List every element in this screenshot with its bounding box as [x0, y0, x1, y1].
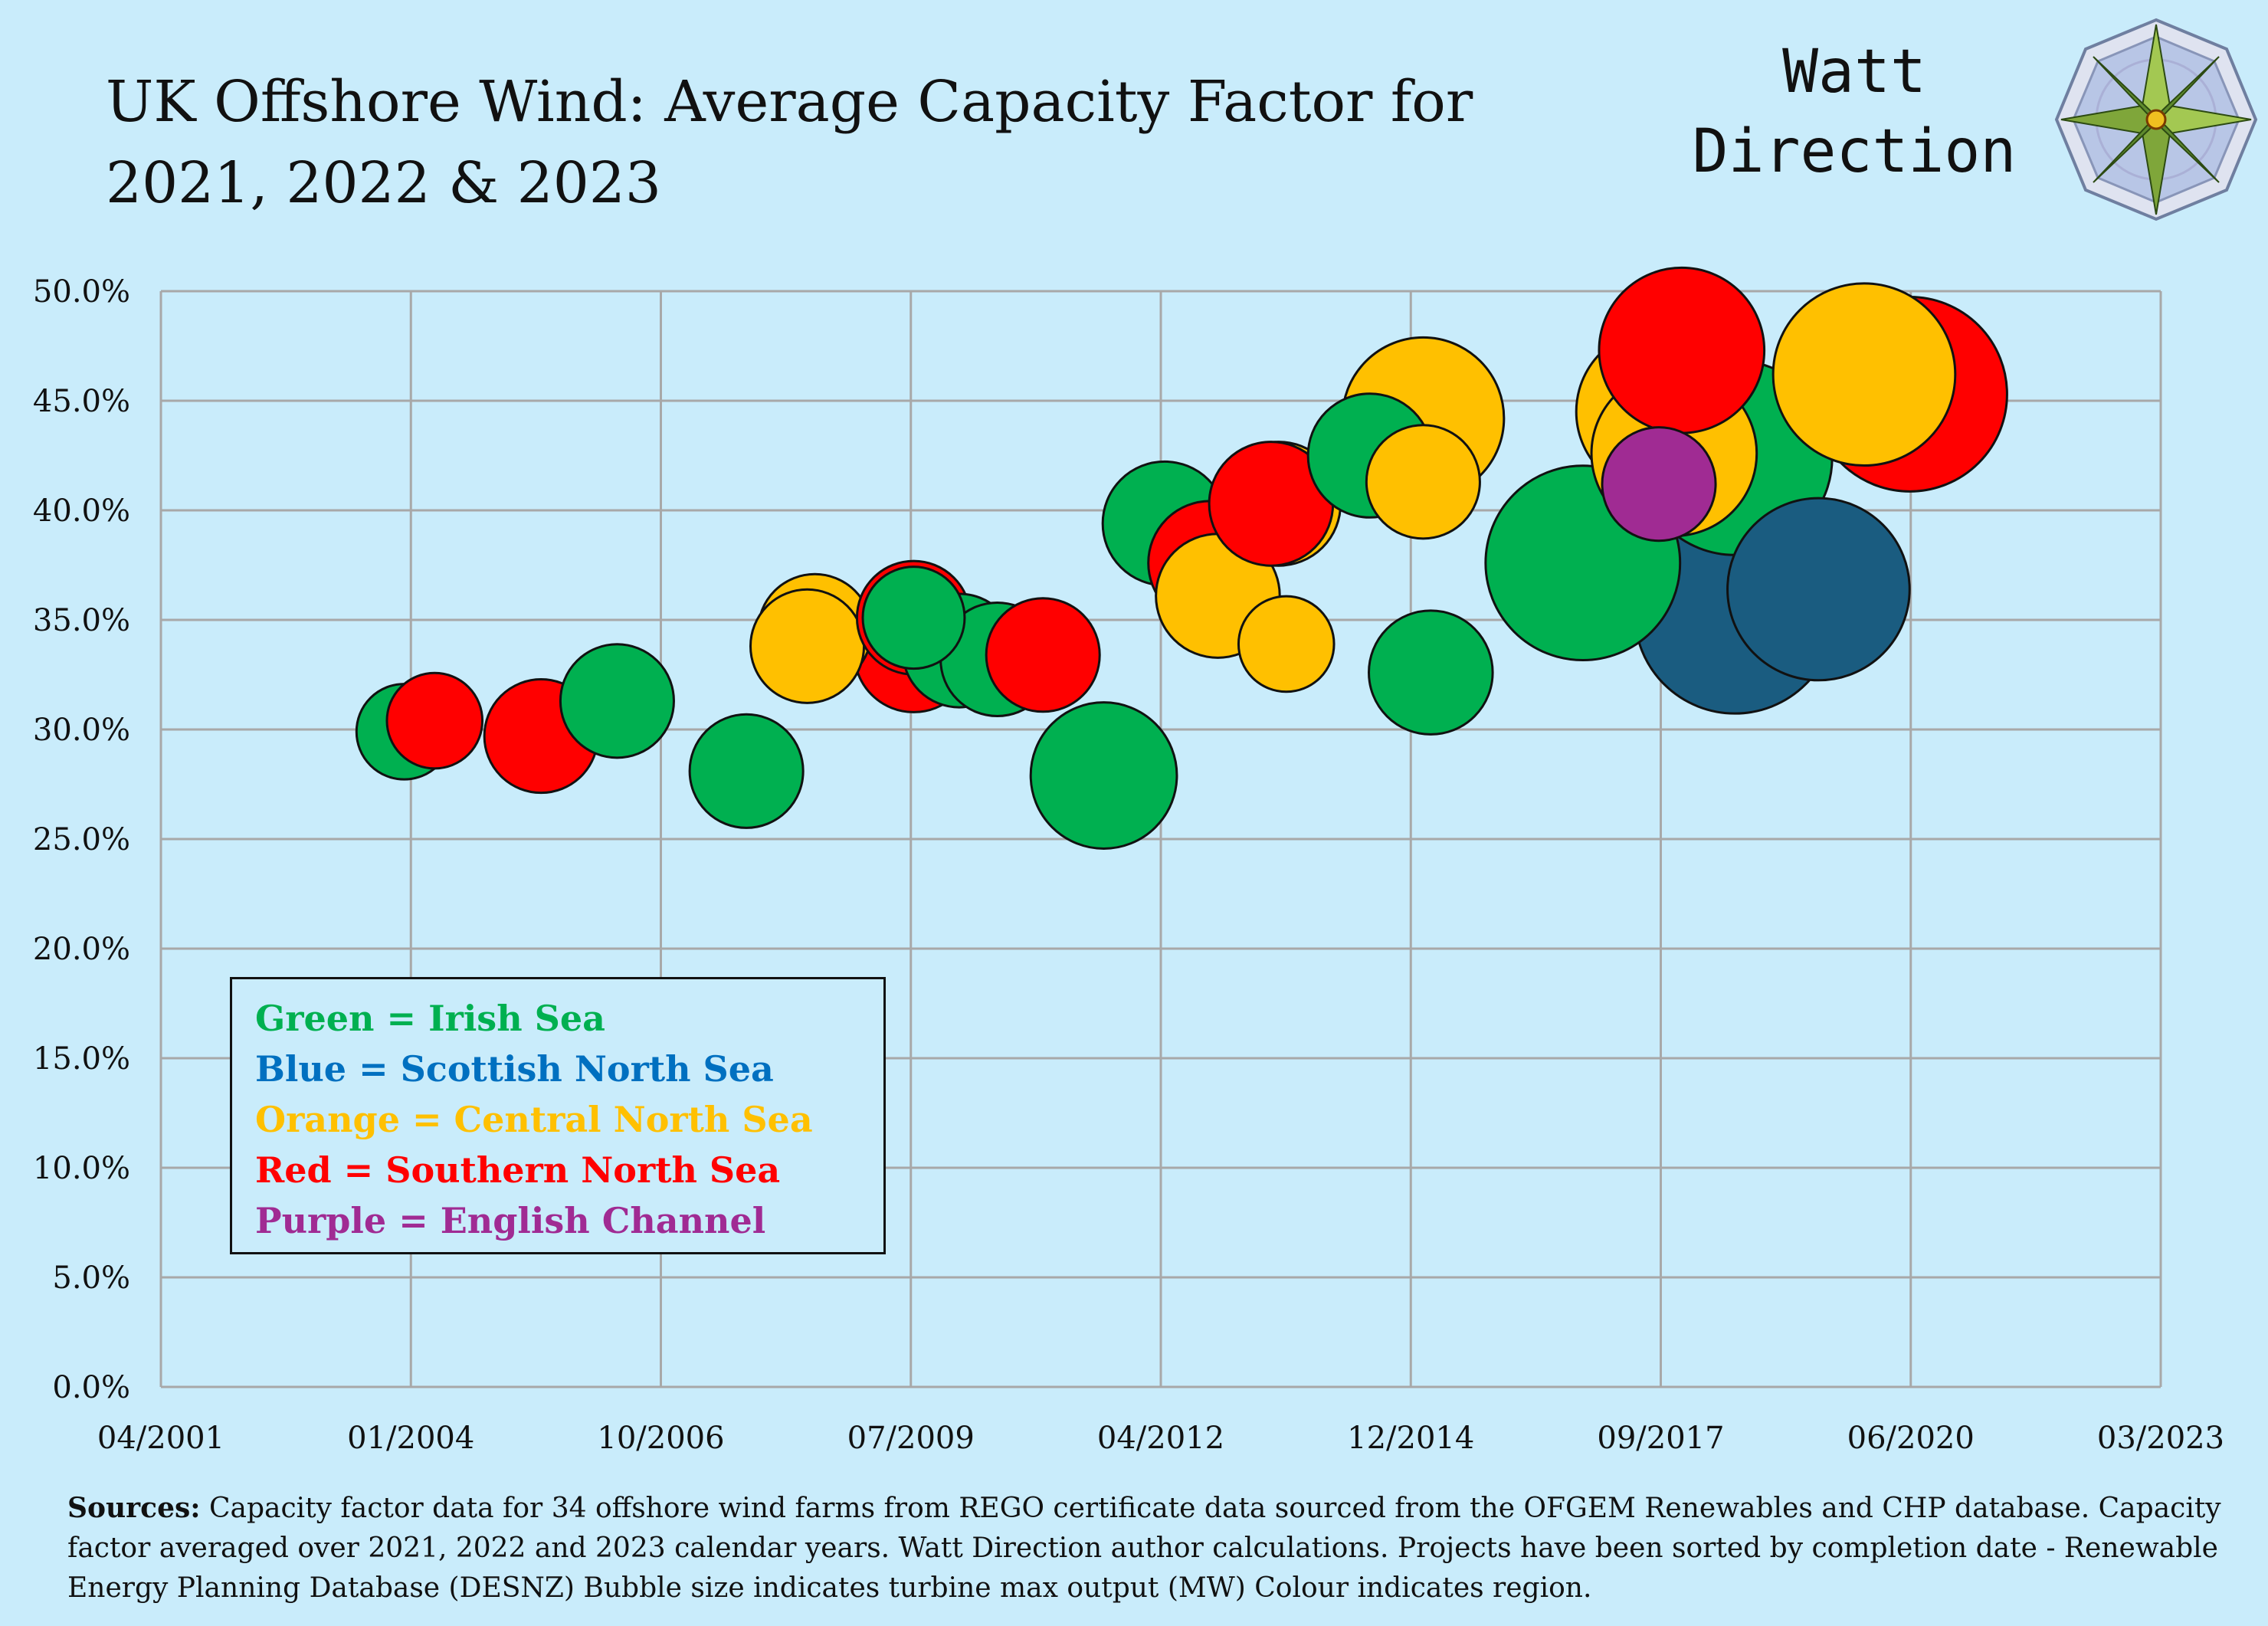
bubble-point-red	[1598, 266, 1766, 434]
x-tick-label: 04/2001	[97, 1421, 225, 1456]
bubble-point-orange	[749, 588, 866, 704]
bubble-point-orange	[1237, 595, 1336, 693]
bubble-point-green	[1368, 609, 1494, 736]
title-line-1: UK Offshore Wind: Average Capacity Facto…	[106, 69, 1473, 135]
bubble-point-green	[1029, 701, 1178, 850]
y-tick-label: 50.0%	[33, 274, 130, 310]
x-tick-label: 04/2012	[1097, 1421, 1224, 1456]
brand-wordmark: Watt Direction	[1655, 32, 2053, 192]
x-tick-label: 06/2020	[1847, 1421, 1975, 1456]
chart-title: UK Offshore Wind: Average Capacity Facto…	[106, 61, 1600, 224]
bubble-point-purple	[1601, 426, 1717, 543]
y-tick-label: 30.0%	[33, 713, 130, 748]
y-tick-label: 35.0%	[33, 603, 130, 638]
y-axis-ticks: 0.0% 5.0% 10.0% 15.0% 20.0% 25.0% 30.0% 35.0% 40…	[33, 274, 130, 1405]
y-tick-label: 15.0%	[33, 1041, 130, 1077]
x-tick-label: 12/2014	[1347, 1421, 1474, 1456]
y-tick-label: 5.0%	[52, 1260, 130, 1296]
bubble-point-green	[688, 713, 805, 829]
brand-line-1: Watt	[1782, 38, 1926, 107]
x-tick-label: 01/2004	[347, 1421, 474, 1456]
sources-note: Sources: Capacity factor data for 34 off…	[67, 1488, 2236, 1608]
legend-item-irish-sea: Green = Irish Sea	[255, 998, 605, 1039]
x-axis-ticks: 04/2001 01/2004 10/2006 07/2009 04/2012 12/20…	[97, 1421, 2224, 1456]
x-tick-label: 07/2009	[847, 1421, 975, 1456]
bubble-point-green	[861, 565, 966, 670]
chart-legend: Green = Irish Sea Blue = Scottish North …	[230, 977, 886, 1254]
bubble-point-red	[985, 597, 1101, 713]
y-tick-label: 25.0%	[33, 822, 130, 857]
legend-item-english-channel: Purple = English Channel	[255, 1200, 766, 1241]
legend-item-scottish-north-sea: Blue = Scottish North Sea	[255, 1048, 774, 1090]
y-tick-label: 0.0%	[52, 1370, 130, 1405]
sources-label: Sources:	[67, 1492, 201, 1524]
x-tick-label: 03/2023	[2097, 1421, 2224, 1456]
bubble-point-green	[559, 643, 675, 759]
legend-item-southern-north-sea: Red = Southern North Sea	[255, 1149, 781, 1191]
y-tick-label: 40.0%	[33, 493, 130, 529]
compass-rose-icon	[2054, 18, 2258, 221]
y-tick-label: 20.0%	[33, 932, 130, 967]
bubble-point-blue	[1726, 497, 1911, 682]
bubble-point-orange	[1771, 282, 1957, 467]
bubble-point-orange	[1365, 424, 1481, 540]
y-tick-label: 45.0%	[33, 384, 130, 419]
legend-item-central-north-sea: Orange = Central North Sea	[255, 1099, 813, 1140]
brand-line-2: Direction	[1692, 117, 2017, 186]
sources-text: Capacity factor data for 34 offshore win…	[67, 1493, 2221, 1604]
title-line-2: 2021, 2022 & 2023	[106, 150, 661, 216]
y-tick-label: 10.0%	[33, 1151, 130, 1186]
bubble-series	[355, 266, 2008, 850]
x-tick-label: 09/2017	[1597, 1421, 1724, 1456]
bubble-point-red	[385, 671, 484, 770]
x-tick-label: 10/2006	[597, 1421, 724, 1456]
